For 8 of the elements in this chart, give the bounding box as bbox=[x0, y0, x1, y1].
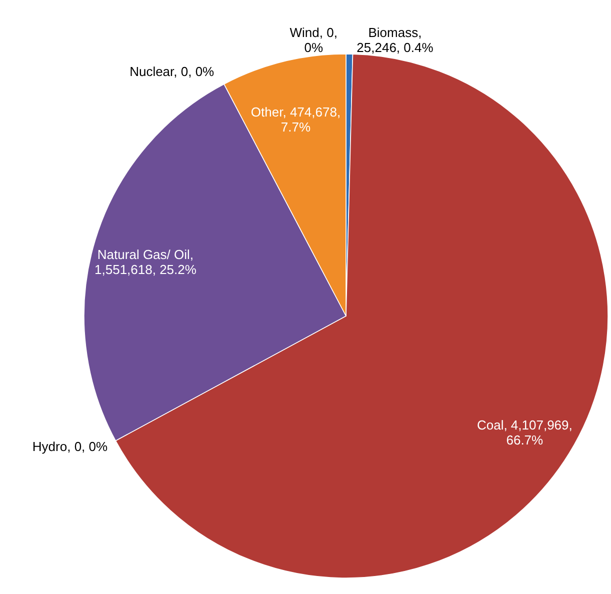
text: 0% bbox=[304, 40, 323, 55]
slice-label: Natural Gas/ Oil, 1,551,618, 25.2% bbox=[94, 247, 197, 278]
slice-label: Other, 474,678, 7.7% bbox=[250, 104, 341, 135]
slice-label: Biomass, 25,246, 0.4% bbox=[356, 25, 434, 56]
category-label: Hydro, 0, 0% bbox=[32, 439, 108, 454]
category-label: Nuclear, 0, 0% bbox=[130, 64, 214, 80]
slice-label: Coal, 4,107,969, 66.7% bbox=[476, 418, 572, 448]
category-label: Wind, 0, bbox=[290, 25, 338, 40]
